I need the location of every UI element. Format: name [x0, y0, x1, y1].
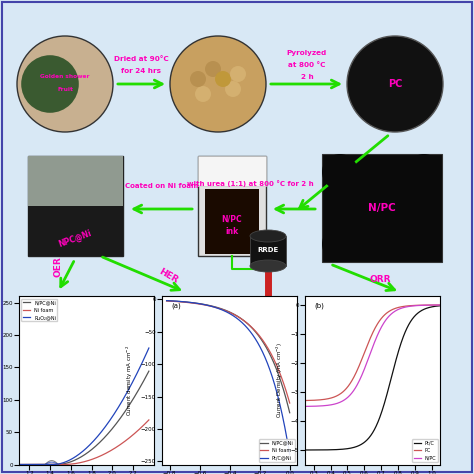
Text: with urea (1:1) at 800 °C for 2 h: with urea (1:1) at 800 °C for 2 h [187, 181, 313, 188]
Y-axis label: Current density mA cm$^{-2}$: Current density mA cm$^{-2}$ [125, 345, 135, 416]
Circle shape [406, 154, 442, 190]
Text: Coated on Ni foam: Coated on Ni foam [125, 183, 199, 189]
Text: PC: PC [388, 79, 402, 89]
Text: HER: HER [157, 267, 179, 285]
Ellipse shape [250, 260, 286, 272]
Circle shape [195, 86, 211, 102]
Text: OER: OER [54, 256, 63, 277]
Circle shape [322, 154, 358, 190]
Circle shape [205, 61, 221, 77]
Bar [28, 206, 123, 256]
Circle shape [170, 36, 266, 132]
Text: Fruit: Fruit [57, 86, 73, 91]
Bar [250, 236, 286, 266]
Legend: N/PC@Ni, Ni foam, Pt/C@Ni: N/PC@Ni, Ni foam, Pt/C@Ni [259, 439, 295, 462]
Circle shape [21, 55, 79, 113]
Bar [322, 154, 442, 262]
Circle shape [215, 71, 231, 87]
Circle shape [230, 66, 246, 82]
Text: RRDE: RRDE [257, 247, 279, 253]
Circle shape [225, 81, 241, 97]
Text: (b): (b) [315, 303, 325, 310]
Circle shape [17, 36, 113, 132]
Circle shape [347, 36, 443, 132]
Y-axis label: Current Density (mA cm$^{-2}$): Current Density (mA cm$^{-2}$) [275, 342, 285, 419]
Legend: N/PC@Ni, Ni foam, RuO₂@Ni: N/PC@Ni, Ni foam, RuO₂@Ni [21, 299, 57, 321]
Text: 2 h: 2 h [301, 74, 313, 80]
Bar [205, 189, 259, 254]
Text: Golden shower: Golden shower [40, 73, 90, 79]
Text: NPC@Ni: NPC@Ni [57, 229, 93, 249]
Bar [198, 156, 266, 186]
Text: ORR: ORR [369, 274, 391, 283]
Bar [198, 156, 266, 256]
Bar [28, 156, 123, 206]
Text: Pyrolyzed: Pyrolyzed [287, 50, 327, 56]
Text: N/PC: N/PC [222, 215, 242, 224]
Text: ink: ink [225, 227, 238, 236]
Text: for 24 hrs: for 24 hrs [121, 68, 161, 74]
Ellipse shape [250, 230, 286, 242]
Text: at 800 °C: at 800 °C [288, 62, 326, 68]
Circle shape [406, 226, 442, 262]
Text: (a): (a) [172, 303, 182, 310]
Bar [28, 156, 123, 256]
Circle shape [190, 71, 206, 87]
Text: Dried at 90°C: Dried at 90°C [114, 56, 168, 62]
Legend: Pt/C, PC, N/PC: Pt/C, PC, N/PC [412, 439, 438, 462]
Text: N/PC: N/PC [368, 203, 396, 213]
Circle shape [322, 226, 358, 262]
